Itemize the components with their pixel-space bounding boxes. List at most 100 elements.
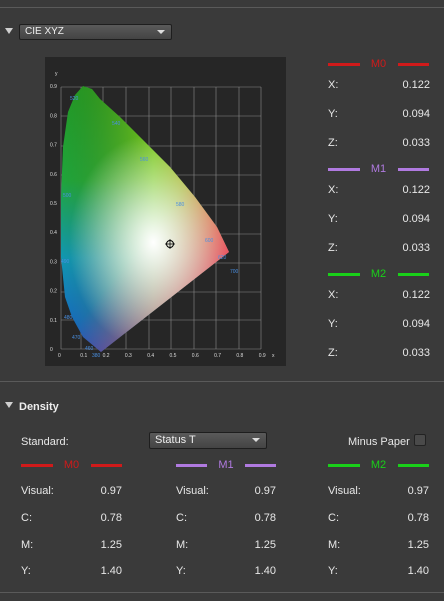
wavelength-label: 460 [85,346,94,352]
x-label: X: [328,184,339,196]
marker-color-bar [21,464,53,467]
visual-label: Visual: [21,485,54,497]
marker-color-bar [397,168,429,171]
c-value: 0.78 [254,512,276,524]
y-tick-label: 0.3 [50,259,57,265]
wavelength-label: 490 [61,259,70,265]
x-tick-label: 0.1 [80,353,87,359]
c-label: C: [176,512,187,524]
visual-label: Visual: [328,485,361,497]
marker-header-m0: M0 [328,58,429,70]
x-value: 0.122 [402,289,430,301]
c-label: C: [328,512,339,524]
x-tick-label: 0.3 [125,353,132,359]
marker-header-m2: M2 [328,268,429,280]
minus-paper-checkbox[interactable] [414,434,426,446]
y-label: Y: [21,565,31,577]
bottom-divider [0,592,444,593]
y-label: Y: [328,318,338,330]
m-label: M: [328,539,341,551]
marker-header-m1: M1 [328,163,429,175]
wavelength-label: 500 [63,193,72,199]
c-value: 0.78 [407,512,429,524]
y-value: 1.40 [407,565,429,577]
wavelength-label: 700 [230,269,239,275]
visual-value: 0.97 [407,485,429,497]
z-label: Z: [328,137,338,149]
chevron-down-icon [157,30,165,34]
standard-dropdown[interactable]: Status T [149,432,267,449]
m-value: 1.25 [254,539,276,551]
y-value: 0.094 [402,318,430,330]
x-tick-label: 0.7 [214,353,221,359]
visual-value: 0.97 [254,485,276,497]
top-divider [0,7,444,8]
x-tick-label: 0.5 [170,353,177,359]
x-label: X: [328,79,339,91]
marker-header-m2: M2 [328,459,429,471]
z-value: 0.033 [402,242,430,254]
y-tick-label: 0.1 [50,318,57,324]
marker-name: M1 [370,163,387,175]
color-space-dropdown[interactable]: CIE XYZ [19,24,172,40]
marker-color-bar [397,464,429,467]
marker-name: M2 [370,268,387,280]
marker-header-m1: M1 [176,459,276,471]
chevron-down-icon [252,438,260,442]
x-label: X: [328,289,339,301]
marker-color-bar [328,464,360,467]
y-label: Y: [328,565,338,577]
z-value: 0.033 [402,347,430,359]
cie-diagram-svg: y x 0 0.1 0.2 0.3 0.4 0.5 0.6 0.7 0.8 0.9 0 0.1 0.2… [50,71,275,359]
marker-color-bar [90,464,122,467]
m-label: M: [21,539,34,551]
y-tick-label: 0.9 [50,84,57,90]
y-tick-label: 0.6 [50,172,57,178]
marker-color-bar [328,168,360,171]
wavelength-label: 480 [64,315,73,321]
density-heading: Density [19,401,59,413]
z-label: Z: [328,347,338,359]
z-value: 0.033 [402,137,430,149]
standard-value: Status T [155,434,196,446]
marker-color-bar [397,63,429,66]
y-value: 0.094 [402,108,430,120]
axis-label-x: x [272,353,275,359]
marker-name: M1 [218,459,234,471]
cie-chromaticity-plot[interactable]: y x 0 0.1 0.2 0.3 0.4 0.5 0.6 0.7 0.8 0.9 0 0.1 0.2… [45,57,286,366]
axis-label-y: y [55,71,58,77]
wavelength-label: 540 [112,121,121,127]
x-tick-label: 0.9 [259,353,266,359]
x-tick-label: 0 [58,353,61,359]
x-tick-label: 0.6 [192,353,199,359]
x-tick-label: 0.2 [103,353,110,359]
y-value: 1.40 [100,565,122,577]
crosshair-target-icon[interactable] [165,239,175,249]
y-tick-label: 0.8 [50,113,57,119]
wavelength-label: 580 [176,202,185,208]
x-value: 0.122 [402,79,430,91]
collapse-triangle-icon[interactable] [5,28,13,34]
visual-label: Visual: [176,485,209,497]
marker-name: M2 [370,459,387,471]
marker-color-bar [328,63,360,66]
minus-paper-label: Minus Paper [348,436,410,448]
wavelength-label: 380 [92,353,101,359]
y-tick-label: 0.5 [50,201,57,207]
color-space-value: CIE XYZ [25,26,64,37]
marker-name: M0 [370,58,387,70]
marker-name: M0 [63,459,80,471]
standard-label: Standard: [21,436,69,448]
marker-header-m0: M0 [21,459,122,471]
y-label: Y: [328,108,338,120]
c-value: 0.78 [100,512,122,524]
spectral-locus-gamut [61,86,229,352]
x-value: 0.122 [402,184,430,196]
m-value: 1.25 [407,539,429,551]
y-tick-label: 0.7 [50,143,57,149]
m-label: M: [176,539,189,551]
density-collapse-triangle-icon[interactable] [5,402,13,408]
section-divider [0,381,444,382]
y-tick-label: 0.4 [50,230,57,236]
